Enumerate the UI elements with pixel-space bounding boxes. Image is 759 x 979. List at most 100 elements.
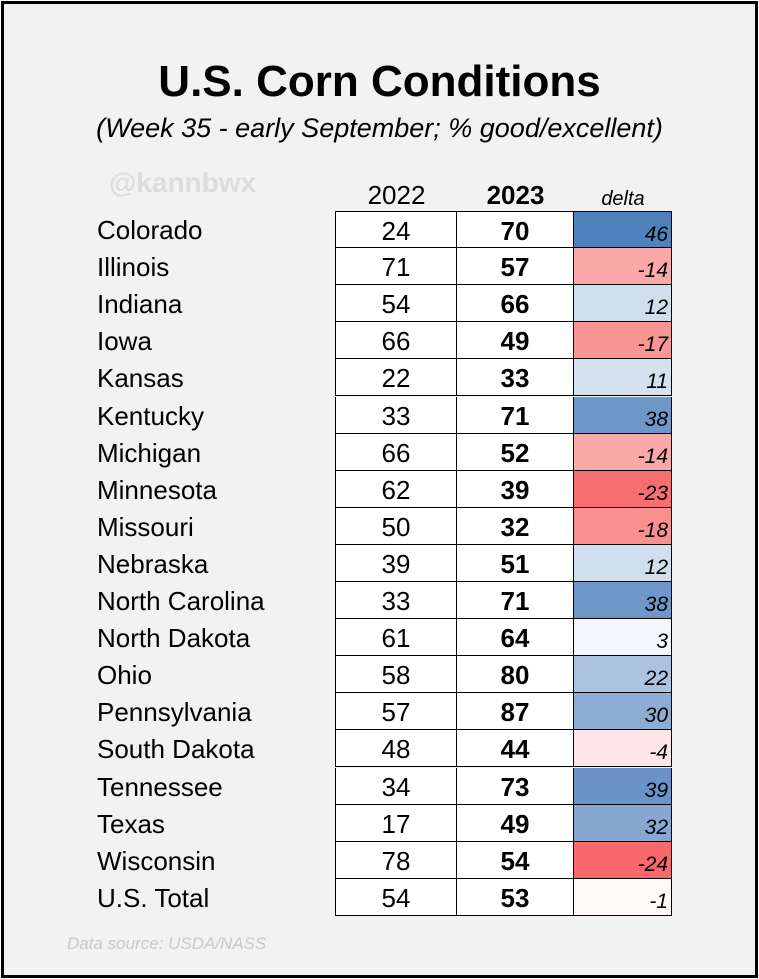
value-2023-cell: 57 xyxy=(457,248,574,286)
value-2023-cell: 51 xyxy=(457,544,574,582)
delta-cell: 32 xyxy=(574,804,672,842)
state-label: Kentucky xyxy=(97,400,204,431)
delta-cell: -17 xyxy=(574,322,672,360)
delta-cell: 11 xyxy=(574,359,672,397)
column-header-2023: 2023 xyxy=(486,180,545,210)
value-2023-cell: 70 xyxy=(457,211,574,248)
delta-cell: -23 xyxy=(574,470,672,508)
value-2022-cell: 33 xyxy=(335,396,457,434)
table-row: Wisconsin 78 54 -24 xyxy=(4,841,759,879)
state-label: Nebraska xyxy=(97,548,209,579)
state-label: U.S. Total xyxy=(97,882,210,913)
value-2022-cell: 57 xyxy=(335,693,457,731)
state-label: Colorado xyxy=(97,215,203,245)
state-label: Indiana xyxy=(97,289,183,320)
table-row: Texas 17 49 32 xyxy=(4,804,759,842)
value-2022-cell: 54 xyxy=(335,285,457,323)
value-2022-cell: 17 xyxy=(335,804,457,842)
value-2023-cell: 33 xyxy=(457,359,574,397)
table-row: Iowa 66 49 -17 xyxy=(4,322,759,360)
chart-subtitle: (Week 35 - early September; % good/excel… xyxy=(96,113,663,143)
delta-cell: -1 xyxy=(574,878,672,916)
value-2023-cell: 39 xyxy=(457,470,574,508)
value-2023-cell: 73 xyxy=(457,767,574,805)
value-2022-cell: 71 xyxy=(335,248,457,286)
value-2023-cell: 49 xyxy=(457,804,574,842)
value-2022-cell: 24 xyxy=(335,211,457,248)
delta-cell: 38 xyxy=(574,396,672,434)
table-row: Kansas 22 33 11 xyxy=(4,359,759,397)
value-2022-cell: 39 xyxy=(335,544,457,582)
value-2023-cell: 32 xyxy=(457,507,574,545)
value-2023-cell: 49 xyxy=(457,322,574,360)
delta-cell: -14 xyxy=(574,433,672,471)
delta-cell: -24 xyxy=(574,841,672,879)
state-label: Minnesota xyxy=(97,474,217,505)
table-row: North Dakota 61 64 3 xyxy=(4,619,759,657)
table-row: U.S. Total 54 53 -1 xyxy=(4,878,759,916)
state-label: South Dakota xyxy=(97,734,255,765)
table-row: Pennsylvania 57 87 30 xyxy=(4,693,759,731)
column-header-2022: 2022 xyxy=(367,180,426,210)
state-label: Missouri xyxy=(97,511,194,542)
value-2023-cell: 71 xyxy=(457,582,574,619)
table-row: Illinois 71 57 -14 xyxy=(4,248,759,286)
value-2023-cell: 80 xyxy=(457,656,574,694)
value-2023-cell: 71 xyxy=(457,396,574,434)
state-label: Iowa xyxy=(97,326,152,357)
delta-cell: 12 xyxy=(574,285,672,323)
value-2022-cell: 22 xyxy=(335,359,457,397)
value-2023-cell: 66 xyxy=(457,285,574,323)
value-2023-cell: 64 xyxy=(457,619,574,657)
delta-cell: -18 xyxy=(574,507,672,545)
table-row: Colorado 24 70 46 xyxy=(4,211,759,248)
table-row: Tennessee 34 73 39 xyxy=(4,767,759,805)
delta-cell: 3 xyxy=(574,619,672,657)
data-source: Data source: USDA/NASS xyxy=(67,934,267,953)
state-label: Michigan xyxy=(97,437,202,468)
chart-title: U.S. Corn Conditions xyxy=(158,57,601,106)
value-2022-cell: 54 xyxy=(335,878,457,916)
column-header-delta: delta xyxy=(601,188,645,210)
delta-cell: 12 xyxy=(574,544,672,582)
delta-cell: -14 xyxy=(574,248,672,286)
state-label: Illinois xyxy=(97,252,170,283)
value-2022-cell: 48 xyxy=(335,730,457,768)
table-row: Minnesota 62 39 -23 xyxy=(4,470,759,508)
delta-cell: 38 xyxy=(574,582,672,619)
state-label: North Carolina xyxy=(97,586,265,616)
state-label: Pennsylvania xyxy=(97,697,252,728)
value-2023-cell: 44 xyxy=(457,730,574,768)
table-row: Missouri 50 32 -18 xyxy=(4,507,759,545)
table-row: Michigan 66 52 -14 xyxy=(4,433,759,471)
value-2022-cell: 50 xyxy=(335,507,457,545)
value-2022-cell: 78 xyxy=(335,841,457,879)
delta-cell: -4 xyxy=(574,730,672,768)
state-label: Wisconsin xyxy=(97,845,216,876)
value-2023-cell: 54 xyxy=(457,841,574,879)
table-row: Ohio 58 80 22 xyxy=(4,656,759,694)
table-row: Nebraska 39 51 12 xyxy=(4,544,759,582)
state-label: Texas xyxy=(97,808,165,839)
value-2022-cell: 58 xyxy=(335,656,457,694)
value-2022-cell: 66 xyxy=(335,433,457,471)
table-row: South Dakota 48 44 -4 xyxy=(4,730,759,768)
delta-cell: 22 xyxy=(574,656,672,694)
state-label: Kansas xyxy=(97,363,184,394)
value-2022-cell: 61 xyxy=(335,619,457,657)
value-2023-cell: 52 xyxy=(457,433,574,471)
state-label: Ohio xyxy=(97,660,152,691)
table-row: Kentucky 33 71 38 xyxy=(4,396,759,434)
value-2023-cell: 87 xyxy=(457,693,574,731)
table-row: North Carolina 33 71 38 xyxy=(4,582,759,619)
value-2022-cell: 33 xyxy=(335,582,457,619)
table-row: Indiana 54 66 12 xyxy=(4,285,759,323)
delta-cell: 46 xyxy=(574,211,672,248)
value-2022-cell: 66 xyxy=(335,322,457,360)
delta-cell: 39 xyxy=(574,767,672,805)
value-2022-cell: 34 xyxy=(335,767,457,805)
value-2023-cell: 53 xyxy=(457,878,574,916)
watermark: @kannbwx xyxy=(109,167,257,198)
state-label: Tennessee xyxy=(97,771,223,802)
